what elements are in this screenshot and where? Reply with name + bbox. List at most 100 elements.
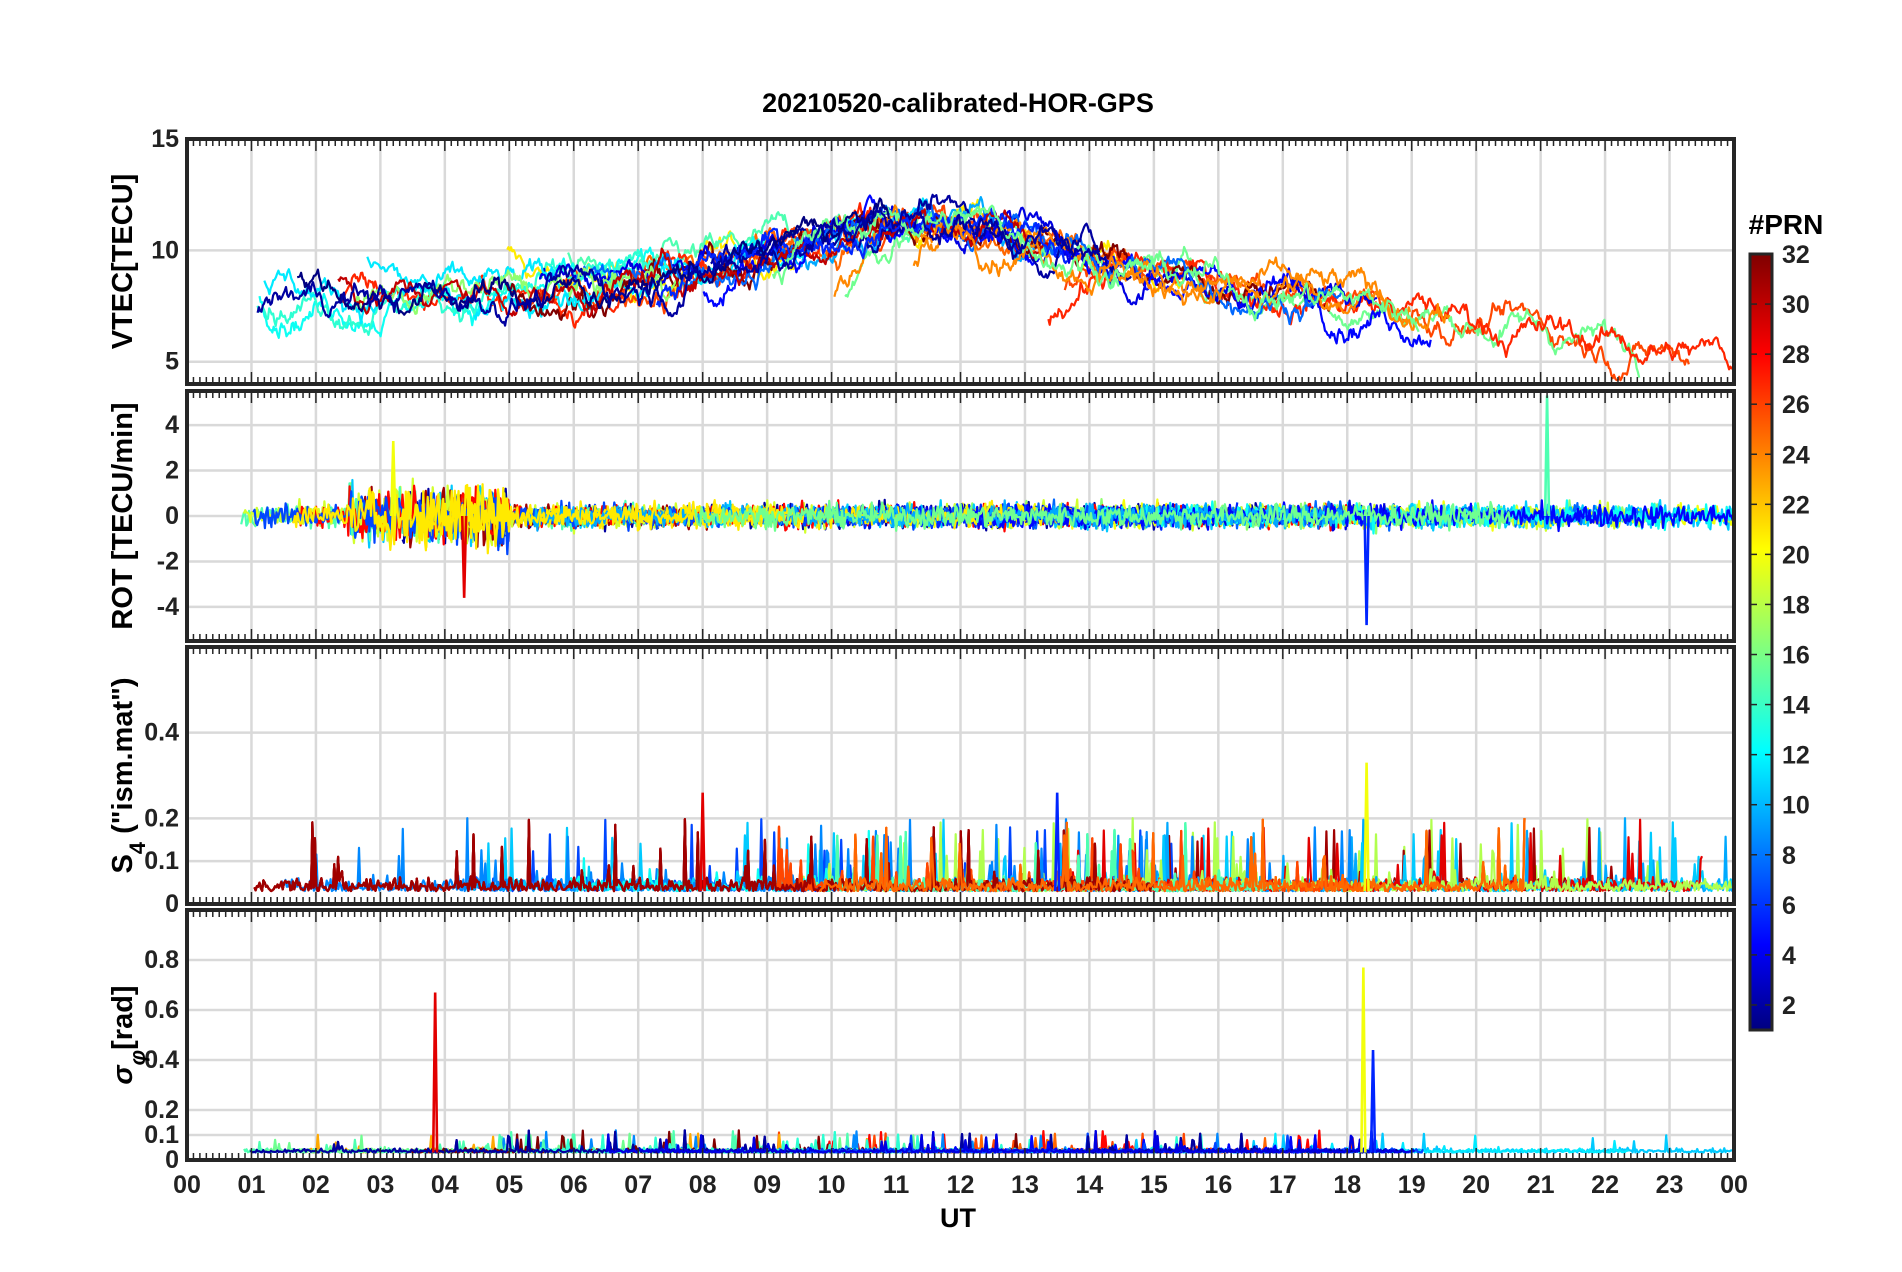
y-tick-label: 5 [165,348,179,376]
x-tick-label: 13 [1011,1171,1039,1199]
x-tick-label: 09 [753,1171,781,1199]
colorbar-tick-label: 14 [1782,692,1810,720]
prn-series-line [912,215,1412,325]
y-tick-label: -4 [157,593,179,621]
prn-series-line [352,265,677,315]
colorbar-tick-label: 8 [1782,842,1796,870]
grid-sigphi [187,910,1734,1162]
panel-vtec: 5 10 15 VTEC[TECU] [107,125,1736,386]
y-tick-label: 0.1 [144,847,179,875]
x-tick-label: 06 [560,1171,588,1199]
axes-box-vtec [185,137,1736,386]
colorbar-tick-label: 20 [1782,541,1810,569]
y-tick-label: 0.8 [144,946,179,974]
peak-mark [1369,1049,1377,1153]
y-tick-label: 10 [151,236,179,264]
x-tick-label: 01 [238,1171,266,1199]
x-tick-label: 20 [1462,1171,1490,1199]
x-tick-label: 14 [1076,1171,1104,1199]
y-tick-label: 0.2 [144,804,179,832]
y-axis-label-rot: ROT [TECU/min] [107,402,139,629]
x-tick-label: 15 [1140,1171,1168,1199]
y-tick-label: 4 [165,411,179,439]
series-s4 [253,762,1734,893]
colorbar-tick-label: 30 [1782,291,1810,319]
colorbar-tick-label: 10 [1782,792,1810,820]
y-tick-label: 0 [165,1146,179,1174]
prn-series-line [710,193,1132,281]
x-tick-labels: 00 01 02 03 04 05 06 07 08 09 10 11 12 13 14 15 16 17 18 19… [173,1171,1748,1199]
prn-series-line [771,204,1420,333]
y-tick-label: 2 [165,457,179,485]
colorbar-tick-label: 4 [1782,942,1796,970]
colorbar-tick-label: 16 [1782,642,1810,670]
x-tick-label: 02 [302,1171,330,1199]
colorbar-tick-label: 6 [1782,892,1796,920]
peak-mark [1053,792,1061,892]
prn-series-line [337,208,1051,318]
panel-sigphi: 00.10.2 0.4 0.6 0.8 σφ[rad] [107,908,1736,1174]
peak-mark [1360,967,1367,1153]
colorbar-tick-label: 22 [1782,491,1810,519]
chart-title: 20210520-calibrated-HOR-GPS [762,88,1154,118]
prn-series-line [702,194,1432,348]
prn-series-line [818,818,1526,893]
colorbar-tick-label: 28 [1782,341,1810,369]
x-tick-label: 23 [1656,1171,1684,1199]
x-axis-label: UT [940,1203,976,1233]
y-axis-label-s4: S4 ("ism.mat") [107,677,150,873]
x-tick-label: 10 [818,1171,846,1199]
x-tick-label: 07 [624,1171,652,1199]
colorbar-tick-label: 18 [1782,591,1810,619]
peak-mark [699,792,706,892]
colorbar-tick-label: 2 [1782,992,1796,1020]
x-tick-label: 03 [366,1171,394,1199]
x-tick-label: 00 [1720,1171,1748,1199]
y-tick-label: 0 [165,502,179,530]
peak-mark [431,992,439,1153]
y-tick-label: 0.6 [144,996,179,1024]
series-sigphi [243,967,1734,1154]
series-rot [240,395,1734,626]
y-tick-label: 0.4 [144,1046,179,1074]
x-tick-label: 18 [1333,1171,1361,1199]
prn-series-line [694,499,1512,532]
y-tick-label: 0.1 [144,1121,179,1149]
x-tick-label: 11 [883,1171,910,1199]
y-axis-label-sigphi: σφ[rad] [107,985,150,1084]
prn-series-line [291,484,801,552]
y-tick-label: 0.4 [144,719,179,747]
panel-rot: -4 -2 0 2 4 ROT [TECU/min] [107,389,1736,643]
grid-vtec [187,137,1734,384]
colorbar-tick-label: 26 [1782,391,1810,419]
colorbar-title: #PRN [1749,209,1824,240]
peak-mark [460,515,468,598]
colorbar-tick-label: 12 [1782,742,1810,770]
prn-series-line [539,205,1378,313]
colorbar-tick-label: 24 [1782,441,1810,469]
x-tick-label: 19 [1398,1171,1426,1199]
peak-mark [1363,515,1370,626]
axes-box-s4 [185,645,1736,906]
x-tick-label: 08 [689,1171,717,1199]
peak-mark [390,440,397,517]
prn-series-line [605,1129,1416,1154]
x-tick-label: 17 [1269,1171,1297,1199]
y-tick-label: 0 [165,890,179,918]
colorbar-gradient [1748,252,1774,1032]
x-tick-label: 21 [1527,1171,1555,1199]
axes-box-rot [185,389,1736,643]
prn-series-line [256,206,1101,327]
x-tick-label: 00 [173,1171,201,1199]
y-tick-label: 0.2 [144,1096,179,1124]
peak-mark [1363,762,1370,892]
y-tick-label: -2 [157,547,179,575]
y-tick-label: 15 [151,125,179,153]
x-tick-label: 05 [495,1171,523,1199]
x-tick-label: 04 [431,1171,459,1199]
series-vtec [256,193,1734,382]
x-tick-label: 22 [1591,1171,1619,1199]
